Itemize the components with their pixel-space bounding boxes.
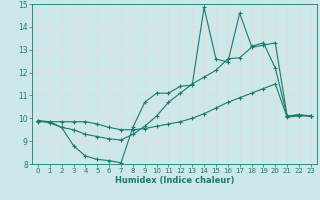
X-axis label: Humidex (Indice chaleur): Humidex (Indice chaleur)	[115, 176, 234, 185]
